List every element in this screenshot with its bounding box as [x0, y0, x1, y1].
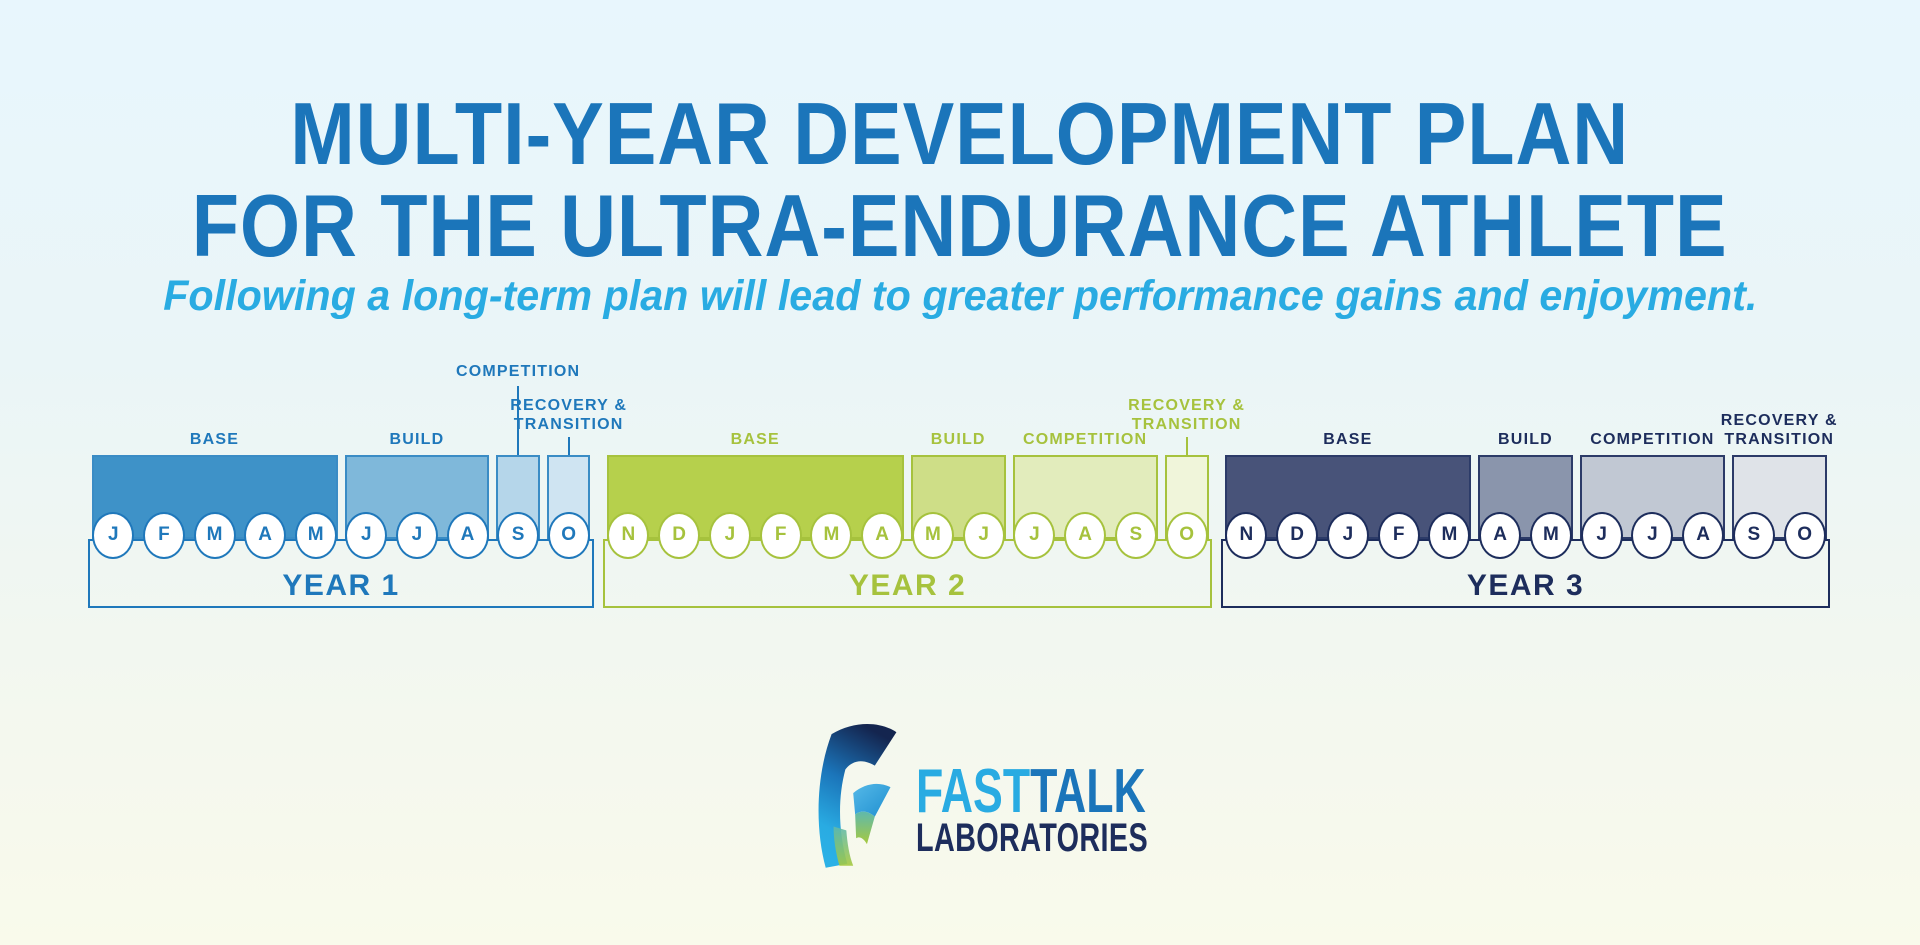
- phase-label-base: BASE: [731, 430, 780, 449]
- phase-label-base: BASE: [1323, 430, 1372, 449]
- page-subtitle: Following a long-term plan will lead to …: [162, 272, 1758, 320]
- month-circle: J: [1580, 511, 1623, 559]
- month-circle: F: [142, 511, 185, 559]
- phase-label-competition: COMPETITION: [1590, 430, 1714, 449]
- callout-line-recovery-transition: [1185, 437, 1188, 455]
- phase-label-competition: COMPETITION: [456, 362, 580, 381]
- month-circle: J: [92, 511, 135, 559]
- year-label: YEAR 3: [1466, 569, 1585, 602]
- month-circle: A: [861, 511, 904, 559]
- month-circle: A: [1682, 511, 1725, 559]
- phase-label-build: BUILD: [389, 430, 444, 449]
- month-circle: A: [1064, 511, 1107, 559]
- month-circle: N: [607, 511, 650, 559]
- month-circle: M: [294, 511, 337, 559]
- phase-label-line: TRANSITION: [1131, 416, 1242, 433]
- callout-line-recovery-transition: [567, 437, 570, 455]
- phase-label-line: COMPETITION: [1022, 431, 1148, 448]
- phase-label-line: RECOVERY &: [510, 397, 628, 414]
- page-title-line2: FOR THE ULTRA-ENDURANCE ATHLETE: [192, 176, 1728, 275]
- logo-wordmark: FASTTALK: [916, 756, 1146, 827]
- month-circle: M: [810, 511, 853, 559]
- phase-label-build: BUILD: [1498, 430, 1553, 449]
- phase-label-line: BUILD: [389, 431, 445, 448]
- month-circle: O: [1165, 511, 1208, 559]
- phase-label-line: BUILD: [930, 431, 986, 448]
- phase-label-recovery-transition: RECOVERY & TRANSITION: [510, 396, 627, 434]
- month-circle: A: [446, 511, 489, 559]
- phase-label-line: TRANSITION: [1724, 431, 1835, 448]
- callout-line-competition: [517, 386, 520, 455]
- month-circle: A: [1479, 511, 1522, 559]
- phase-label-competition: COMPETITION: [1023, 430, 1147, 449]
- month-circle: J: [708, 511, 751, 559]
- fasttalk-logo-icon: [818, 723, 897, 868]
- month-circle: M: [1529, 511, 1572, 559]
- logo-laboratories-text: LABORATORIES: [916, 816, 1149, 860]
- phase-label-line: COMPETITION: [455, 363, 581, 380]
- phase-label-line: TRANSITION: [513, 416, 624, 433]
- month-circle: S: [1732, 511, 1775, 559]
- month-circle: S: [497, 511, 540, 559]
- year-box-year-2: YEAR 2: [603, 539, 1212, 608]
- month-circle: M: [193, 511, 236, 559]
- phase-label-recovery-transition: RECOVERY & TRANSITION: [1721, 411, 1838, 449]
- page-title-line1: MULTI-YEAR DEVELOPMENT PLAN: [290, 84, 1630, 183]
- logo-fast-text: FAST: [916, 757, 1031, 826]
- phase-label-line: RECOVERY &: [1720, 412, 1838, 429]
- phase-label-line: BASE: [1323, 431, 1373, 448]
- year-label: YEAR 2: [848, 569, 967, 602]
- month-circle: J: [1326, 511, 1369, 559]
- phase-label-recovery-transition: RECOVERY & TRANSITION: [1128, 396, 1245, 434]
- month-circle: J: [1631, 511, 1674, 559]
- year-box-year-3: YEAR 3: [1221, 539, 1830, 608]
- phase-label-line: BASE: [730, 431, 780, 448]
- month-circle: F: [1377, 511, 1420, 559]
- month-circle: J: [962, 511, 1005, 559]
- phase-label-line: BASE: [189, 431, 240, 448]
- month-circle: J: [1013, 511, 1056, 559]
- month-circle: M: [1428, 511, 1471, 559]
- month-circle: J: [395, 511, 438, 559]
- year-label: YEAR 1: [282, 569, 400, 602]
- year-box-year-1: YEAR 1: [88, 539, 594, 608]
- month-circle: D: [658, 511, 701, 559]
- month-circle: O: [547, 511, 590, 559]
- month-circle: O: [1783, 511, 1826, 559]
- phase-label-base: BASE: [190, 430, 239, 449]
- phase-label-build: BUILD: [931, 430, 986, 449]
- month-circle: D: [1276, 511, 1319, 559]
- phase-label-line: COMPETITION: [1590, 431, 1715, 448]
- month-circle: M: [911, 511, 954, 559]
- month-circle: F: [759, 511, 802, 559]
- month-circle: N: [1225, 511, 1268, 559]
- phase-label-line: BUILD: [1498, 431, 1553, 448]
- month-circle: S: [1114, 511, 1157, 559]
- phase-label-line: RECOVERY &: [1128, 397, 1246, 414]
- month-circle: J: [345, 511, 388, 559]
- month-circle: A: [244, 511, 287, 559]
- logo-talk-text: TALK: [1030, 757, 1146, 826]
- phase-block-base: [606, 455, 904, 539]
